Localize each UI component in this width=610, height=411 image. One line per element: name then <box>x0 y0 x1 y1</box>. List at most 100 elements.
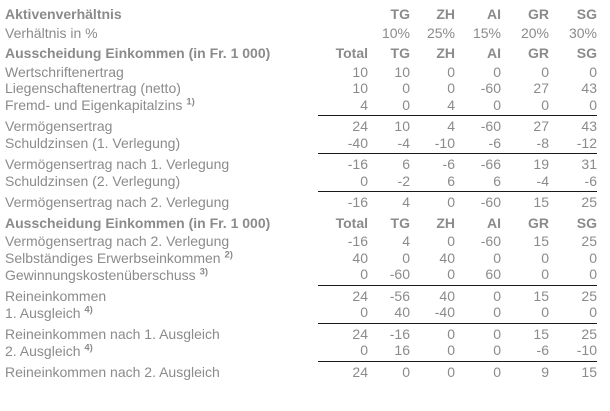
cell-gr: 15 <box>533 325 549 342</box>
section-header-row: Ausscheidung Einkommen (in Fr. 1 000) Tot… <box>5 211 597 232</box>
cell-tg: TG <box>390 45 410 61</box>
cell-ai: -60 <box>480 80 501 96</box>
cell-sg: SG <box>576 45 597 61</box>
row-label: Vermögensertrag nach 1. Verlegung <box>5 156 230 172</box>
row-label: Ausscheidung Einkommen (in Fr. 1 000) <box>5 45 271 61</box>
cell-gr: 15 <box>533 233 549 249</box>
cell-sg: 0 <box>549 266 597 286</box>
table-row: Gewinnungskostenüberschuss 3) 0 -60 0 60 0 0 <box>5 266 597 286</box>
cell-sg: -6 <box>549 172 597 192</box>
cell-tg: 6 <box>402 156 410 172</box>
footnote-marker: 3) <box>199 266 209 277</box>
cell-zh: 0 <box>447 363 455 380</box>
cell-tg: TG <box>390 214 410 231</box>
cell-zh: 0 <box>447 80 455 96</box>
cell-tg: -4 <box>368 134 410 154</box>
table-row: Verhältnis in % 10% 25% 15% 20% 30% <box>5 23 597 42</box>
row-label: Vermögensertrag <box>5 118 113 134</box>
cell-ai: -6 <box>455 134 501 154</box>
table-row: Vermögensertrag nach 1. Verlegung -16 6 -6 -… <box>5 154 597 173</box>
cell-zh: 4 <box>410 96 455 116</box>
cell-sg: 31 <box>581 156 597 172</box>
cell-ai: 60 <box>455 266 501 286</box>
table-row: 1. Ausgleich 4) 0 40 -40 0 0 0 <box>5 304 597 324</box>
cell-total: 24 <box>352 325 368 342</box>
cell-zh: 0 <box>447 325 455 342</box>
cell-zh: 0 <box>410 342 455 362</box>
cell-sg: 25 <box>581 287 597 304</box>
cell-tg: 10% <box>381 24 410 41</box>
table-row: Vermögensertrag nach 2. Verlegung -16 4 0 -6… <box>5 231 597 250</box>
table-row: Selbständiges Erwerbseinkommen 2) 40 0 40 0 0… <box>5 250 597 267</box>
cell-ai: 0 <box>455 96 501 116</box>
cell-ai: 0 <box>493 249 501 266</box>
row-label: Vermögensertrag nach 2. Verlegung <box>5 194 230 210</box>
footnote-marker: 4) <box>84 304 93 315</box>
cell-total <box>318 2 368 23</box>
cell-total: 4 <box>318 96 368 116</box>
row-label: Reineinkommen nach 1. Ausgleich <box>5 325 220 342</box>
cell-tg: -60 <box>368 266 410 286</box>
cell-ai: 6 <box>455 172 501 192</box>
cell-sg: 0 <box>549 96 597 116</box>
cell-total: 24 <box>352 363 368 380</box>
cell-total: Total <box>335 214 368 231</box>
cell-total: 0 <box>318 304 368 324</box>
cell-tg: 0 <box>402 80 410 96</box>
row-label: Reineinkommen <box>5 287 107 304</box>
cell-ai: AI <box>487 214 501 231</box>
row-label: Wertschriftenertrag <box>5 63 124 80</box>
cell-ai: 0 <box>493 325 501 342</box>
cell-total: 0 <box>318 172 368 192</box>
cell-gr: 19 <box>533 156 549 172</box>
cell-gr: -4 <box>501 172 549 192</box>
table-row: Reineinkommen nach 1. Ausgleich 24 -16 0 0 15… <box>5 323 597 342</box>
cell-zh: 6 <box>410 172 455 192</box>
cell-ai: 0 <box>455 342 501 362</box>
cell-tg: -56 <box>389 287 410 304</box>
cell-ai: AI <box>487 45 501 61</box>
cell-gr: -8 <box>501 134 549 154</box>
cell-total: 10 <box>352 63 368 80</box>
cell-gr: 9 <box>541 363 549 380</box>
cell-zh: ZH <box>436 214 455 231</box>
cell-gr: GR <box>528 214 549 231</box>
table-row: Vermögensertrag 24 10 4 -60 27 43 <box>5 116 597 135</box>
row-label: Schuldzinsen (2. Verlegung) <box>5 173 181 189</box>
cell-tg: TG <box>390 6 410 22</box>
cell-gr: 0 <box>501 304 549 324</box>
row-label: Verhältnis in % <box>5 24 98 41</box>
row-label: 2. Ausgleich 4) <box>5 342 93 359</box>
cell-zh: 0 <box>447 233 455 249</box>
cell-sg: 25 <box>581 194 597 210</box>
cell-ai: 0 <box>455 304 501 324</box>
cell-sg: 0 <box>549 304 597 324</box>
cell-tg: 0 <box>402 363 410 380</box>
cell-tg: 16 <box>368 342 410 362</box>
cell-total: -40 <box>318 134 368 154</box>
cell-sg: 0 <box>589 249 597 266</box>
row-label: Schuldzinsen (1. Verlegung) <box>5 135 181 151</box>
cell-zh: 40 <box>439 287 455 304</box>
table-row: Schuldzinsen (2. Verlegung) 0 -2 6 6 -4 -6 <box>5 172 597 192</box>
cell-gr: 27 <box>533 80 549 96</box>
cell-sg: -12 <box>549 134 597 154</box>
cell-zh: 4 <box>447 118 455 134</box>
table-row: 2. Ausgleich 4) 0 16 0 0 -6 -10 <box>5 342 597 362</box>
cell-total: 24 <box>352 287 368 304</box>
cell-sg: 25 <box>581 325 597 342</box>
cell-gr: 27 <box>533 118 549 134</box>
cell-zh: -10 <box>410 134 455 154</box>
cell-total: -16 <box>347 233 368 249</box>
table-row: Vermögensertrag nach 2. Verlegung -16 4 0 -6… <box>5 192 597 211</box>
footnote-marker: 4) <box>84 342 93 353</box>
cell-sg: 15 <box>581 363 597 380</box>
cell-total: -16 <box>347 156 368 172</box>
row-label: Gewinnungskostenüberschuss 3) <box>5 266 209 283</box>
row-label: Selbständiges Erwerbseinkommen 2) <box>5 249 233 266</box>
cell-gr: 0 <box>501 96 549 116</box>
cell-gr: 15 <box>533 287 549 304</box>
cell-total: 24 <box>352 118 368 134</box>
cell-sg: 25 <box>581 233 597 249</box>
